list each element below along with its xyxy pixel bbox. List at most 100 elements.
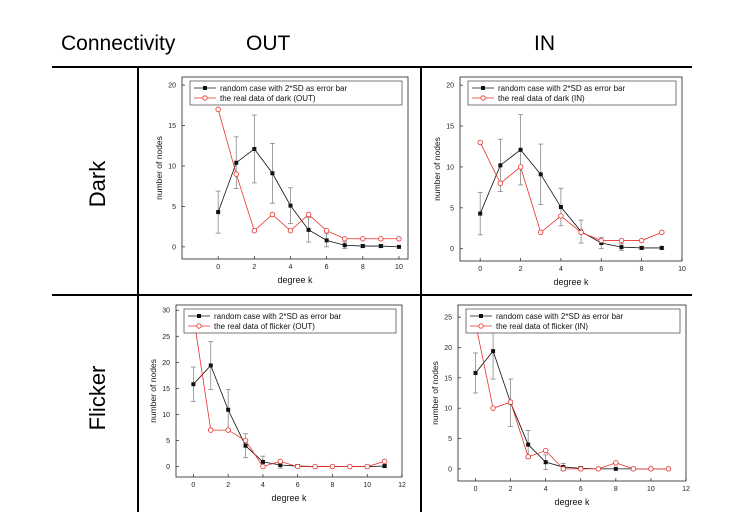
real-data-point	[558, 213, 564, 219]
x-tick-label: 4	[544, 486, 548, 493]
random-case-point	[278, 463, 283, 468]
chart-dark-in: 0 2 4 6 8 10 0 5 10 15 20 degree k number of nodes ra…	[432, 76, 686, 287]
random-case-point	[538, 172, 543, 177]
real-data-point	[225, 427, 231, 433]
legend-entry-label: the real data of flicker (OUT)	[214, 322, 315, 331]
real-data-point	[477, 139, 483, 146]
x-tick-label: 2	[226, 482, 230, 489]
x-tick-label: 12	[682, 486, 690, 493]
random-case-line	[475, 350, 669, 470]
random-case-point	[234, 160, 239, 165]
plot-frame	[459, 76, 683, 262]
y-tick-label: 20	[168, 83, 176, 90]
legend-entry-label: random case with 2*SD as error bar	[498, 84, 626, 93]
real-data-point	[329, 463, 336, 470]
y-tick-label: 15	[446, 124, 454, 131]
y-tick-label: 0	[450, 246, 454, 253]
x-tick-label: 10	[647, 486, 655, 493]
real-data-point	[233, 171, 239, 177]
real-data-point	[630, 466, 637, 472]
x-axis-label: degree k	[277, 275, 313, 285]
real-data-point	[507, 399, 514, 405]
legend-marker-random	[203, 86, 207, 90]
random-case-point	[378, 244, 383, 249]
real-data-point	[287, 227, 294, 234]
x-axis-label: degree k	[554, 497, 590, 507]
x-tick-label: 2	[519, 266, 523, 273]
column-header-in: IN	[534, 32, 555, 55]
x-tick-label: 2	[509, 486, 513, 493]
x-tick-label: 0	[191, 482, 195, 489]
chart-dark-out: 0 2 4 6 8 10 0 5 10 15 20 degree k number of nodes ra…	[154, 76, 409, 285]
real-data-point	[638, 237, 645, 244]
real-data-point	[378, 236, 384, 242]
plot-frame	[457, 304, 687, 482]
x-tick-label: 0	[216, 264, 220, 271]
real-data-point	[659, 229, 665, 236]
random-case-point	[288, 203, 293, 208]
row-divider	[52, 294, 692, 296]
random-case-point	[260, 459, 265, 464]
y-tick-label: 10	[162, 412, 170, 419]
random-case-point	[491, 349, 496, 354]
random-case-point	[324, 238, 329, 243]
real-data-point	[613, 460, 619, 466]
legend-box	[189, 80, 403, 106]
x-tick-label: 10	[363, 482, 371, 489]
legend-entry-label: random case with 2*SD as error bar	[496, 312, 624, 321]
real-data-point	[312, 463, 318, 470]
legend-box	[183, 308, 397, 334]
real-data-line	[479, 142, 662, 241]
x-tick-label: 0	[474, 486, 478, 493]
y-tick-label: 20	[446, 83, 454, 90]
column-divider-left	[137, 66, 139, 512]
legend-marker-real	[478, 323, 484, 329]
real-data-point	[525, 454, 531, 460]
legend-entry-label: random case with 2*SD as error bar	[220, 84, 348, 93]
x-tick-label: 8	[614, 486, 618, 493]
header-rule	[52, 66, 692, 68]
y-axis-label: number of nodes	[148, 359, 158, 423]
y-tick-label: 30	[162, 308, 170, 315]
x-tick-label: 8	[361, 264, 365, 271]
y-tick-label: 15	[444, 375, 452, 382]
real-data-point	[560, 466, 566, 472]
x-tick-label: 0	[478, 266, 482, 273]
legend-marker-real	[480, 95, 486, 101]
real-data-point	[542, 447, 549, 454]
random-case-line	[479, 149, 662, 249]
real-data-point	[381, 458, 388, 465]
random-case-point	[659, 245, 664, 250]
real-data-point	[538, 229, 544, 236]
plot-frame	[181, 76, 409, 260]
x-tick-label: 6	[296, 482, 300, 489]
y-tick-label: 15	[168, 123, 176, 130]
real-data-point	[215, 106, 221, 113]
real-data-point	[598, 237, 604, 244]
y-tick-label: 20	[162, 360, 170, 367]
x-tick-label: 4	[559, 266, 563, 273]
real-data-point	[342, 236, 348, 242]
legend-box	[467, 80, 677, 106]
legend-marker-random	[197, 314, 201, 318]
random-case-point	[396, 244, 401, 249]
legend-entry-label: random case with 2*SD as error bar	[214, 312, 342, 321]
x-tick-label: 8	[640, 266, 644, 273]
x-tick-label: 6	[325, 264, 329, 271]
column-divider-middle	[420, 66, 422, 512]
corner-label-connectivity: Connectivity	[61, 32, 176, 55]
y-axis-label: number of nodes	[154, 136, 164, 200]
legend-marker-real	[196, 323, 202, 329]
y-tick-label: 20	[444, 345, 452, 352]
random-case-point	[639, 245, 644, 250]
real-data-point	[497, 180, 504, 187]
real-data-point	[347, 463, 353, 470]
real-data-point	[305, 211, 312, 218]
random-case-point	[252, 146, 257, 151]
random-case-point	[270, 171, 275, 176]
random-case-point	[619, 245, 624, 250]
y-tick-label: 5	[450, 205, 454, 212]
y-axis-label: number of nodes	[432, 137, 442, 201]
legend-marker-real	[202, 95, 208, 101]
real-data-point	[517, 164, 524, 170]
